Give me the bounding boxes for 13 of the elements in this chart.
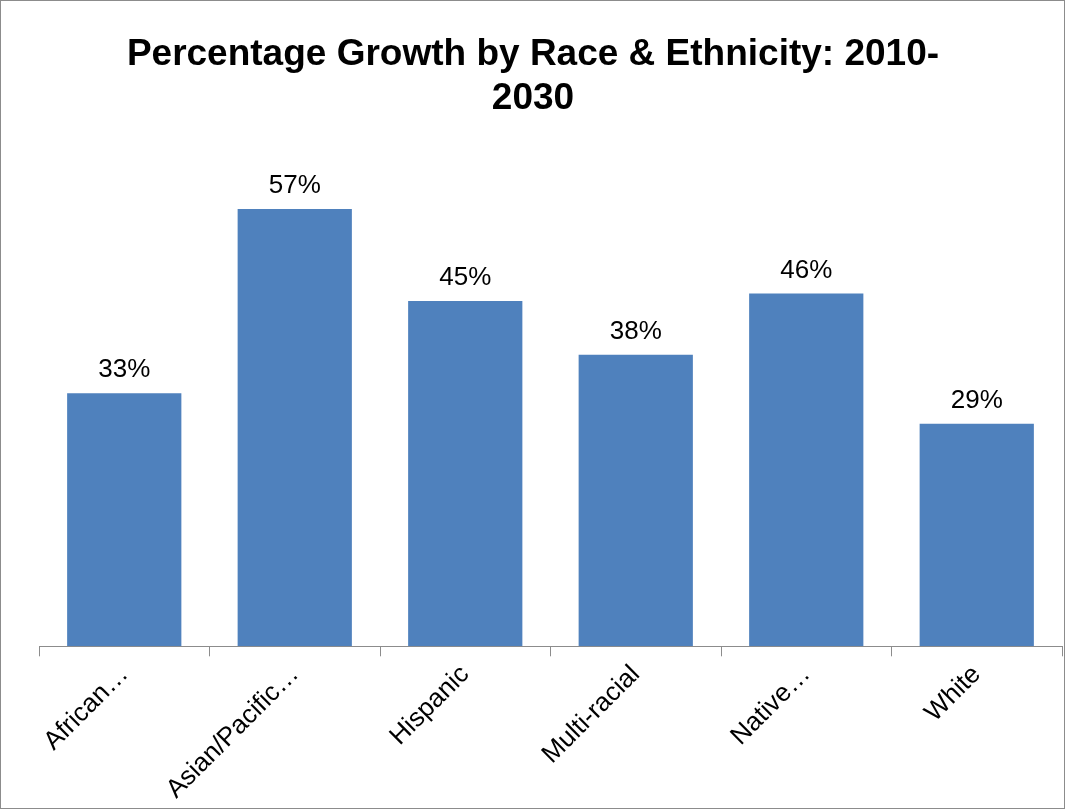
data-label: 29% [950,384,1003,414]
data-label: 38% [609,314,662,345]
data-label: 57% [268,169,321,200]
bar [408,301,523,647]
bar [578,354,693,647]
data-label: 33% [98,353,151,384]
data-label: 45% [439,261,492,292]
data-label: 46% [780,253,833,284]
bar [919,423,1034,647]
bar [237,209,352,647]
bar [749,293,864,647]
bar [67,393,182,647]
chart-title: Percentage Growth by Race & Ethnicity: 2010-2030 [125,31,941,119]
